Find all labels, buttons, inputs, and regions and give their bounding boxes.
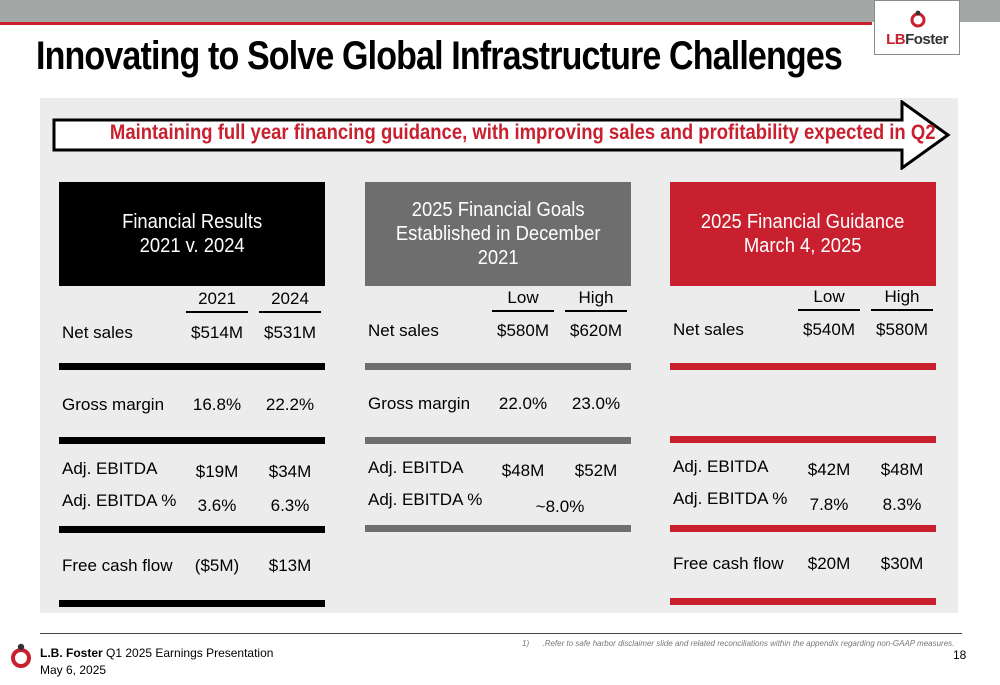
guidance-row-value: $580M [876, 320, 928, 339]
guidance-row-value: $48M [880, 460, 924, 479]
footer-presentation: Q1 2025 Earnings Presentation [102, 646, 274, 660]
footnote-number: 1) [522, 639, 530, 648]
guidance-row-value: 7.8% [809, 495, 849, 514]
footnote-text: .Refer to safe harbor disclaimer slide a… [542, 639, 955, 648]
guidance-row-value: 8.3% [882, 495, 922, 514]
row-divider [365, 363, 631, 370]
guidance-col-high: High [884, 287, 920, 306]
results-row-value: 6.3% [270, 496, 310, 515]
results-row-value: $531M [264, 323, 316, 342]
footer-date: May 6, 2025 [40, 663, 107, 677]
goals-row-value: $620M [570, 321, 622, 340]
results-col-underline [186, 311, 248, 313]
goals-row-label: Adj. EBITDA % [368, 490, 483, 509]
guidance-row-label: Adj. EBITDA % [673, 489, 788, 508]
results-title-line1: Financial Results [121, 211, 263, 233]
guidance-row-value: $540M [803, 320, 855, 339]
results-title-line2: 2021 v. 2024 [139, 235, 245, 257]
guidance-col-underline [871, 309, 933, 311]
results-row-label: Free cash flow [62, 556, 173, 575]
goals-title-line2: Established in December [395, 223, 601, 245]
results-row-value: ($5M) [194, 556, 240, 575]
goals-header: 2025 Financial Goals Established in Decem… [365, 182, 631, 286]
page-title: Innovating to Solve Global Infrastructur… [36, 34, 843, 78]
row-divider [670, 525, 936, 532]
guidance-header: 2025 Financial Guidance March 4, 2025 [670, 182, 936, 286]
results-row-label: Gross margin [62, 395, 165, 414]
footnote: 1) .Refer to safe harbor disclaimer slid… [522, 639, 954, 648]
logo-prefix: LB [886, 31, 906, 48]
results-row-value: 22.2% [265, 395, 315, 414]
goals-row-label: Gross margin [368, 394, 471, 413]
goals-row-label: Adj. EBITDA [368, 458, 464, 477]
footer-company: L.B. Foster [40, 646, 103, 660]
row-divider [59, 437, 325, 444]
company-logo: LBFoster [874, 0, 960, 55]
guidance-title-line2: March 4, 2025 [744, 235, 862, 257]
results-row-value: $13M [268, 556, 312, 575]
goals-col-high: High [578, 288, 614, 307]
results-row-label: Adj. EBITDA [62, 459, 158, 478]
goals-col-low: Low [507, 288, 539, 307]
results-row-value: $19M [195, 462, 239, 481]
guidance-row-value: $20M [807, 554, 851, 573]
logo-suffix: Foster [905, 31, 948, 48]
page-number: 18 [953, 648, 967, 662]
goals-col-underline [565, 310, 627, 312]
row-divider [670, 363, 936, 370]
goals-row-value: $580M [497, 321, 549, 340]
footer-divider [40, 633, 962, 634]
results-row-label: Net sales [62, 323, 133, 342]
results-row-value: 16.8% [192, 395, 242, 414]
goals-row-value: $48M [501, 461, 545, 480]
guidance-row-label: Net sales [673, 320, 744, 339]
results-header: Financial Results 2021 v. 2024 [59, 182, 325, 286]
row-divider [670, 436, 936, 443]
results-col-2021: 2021 [198, 289, 236, 308]
results-row-value: 3.6% [197, 496, 237, 515]
content-panel [40, 98, 958, 613]
results-col-underline [259, 311, 321, 313]
results-row-value: $34M [268, 462, 312, 481]
footer-logo-icon [11, 643, 31, 668]
banner-text: Maintaining full year financing guidance… [109, 121, 936, 144]
guidance-row-value: $30M [880, 554, 924, 573]
logo-mark-icon [910, 10, 926, 28]
guidance-title-line1: 2025 Financial Guidance [701, 211, 905, 233]
row-divider [59, 526, 325, 533]
top-red-line [0, 22, 872, 25]
guidance-row-label: Adj. EBITDA [673, 457, 769, 476]
guidance-col-low: Low [813, 287, 845, 306]
goals-title-line3: 2021 [477, 247, 519, 269]
row-divider [670, 598, 936, 605]
row-divider [59, 363, 325, 370]
row-divider [365, 525, 631, 532]
guidance-col-underline [798, 309, 860, 311]
guidance-row-label: Free cash flow [673, 554, 784, 573]
goals-col-underline [492, 310, 554, 312]
goals-row-value: 23.0% [571, 394, 621, 413]
goals-row-value: 22.0% [498, 394, 548, 413]
results-col-2024: 2024 [271, 289, 309, 308]
guidance-row-value: $42M [807, 460, 851, 479]
results-row-label: Adj. EBITDA % [62, 491, 177, 510]
goals-row-value: ~8.0% [535, 497, 585, 516]
goals-row-label: Net sales [368, 321, 439, 340]
results-row-value: $514M [191, 323, 243, 342]
banner-arrow-icon [52, 100, 951, 170]
footer-presentation-title: L.B. Foster Q1 2025 Earnings Presentatio… [40, 646, 273, 660]
logo-wordmark: LBFoster [875, 31, 959, 48]
goals-title-line1: 2025 Financial Goals [411, 199, 585, 221]
row-divider [365, 437, 631, 444]
row-divider [59, 600, 325, 607]
goals-row-value: $52M [574, 461, 618, 480]
top-accent-bar [0, 0, 1000, 22]
